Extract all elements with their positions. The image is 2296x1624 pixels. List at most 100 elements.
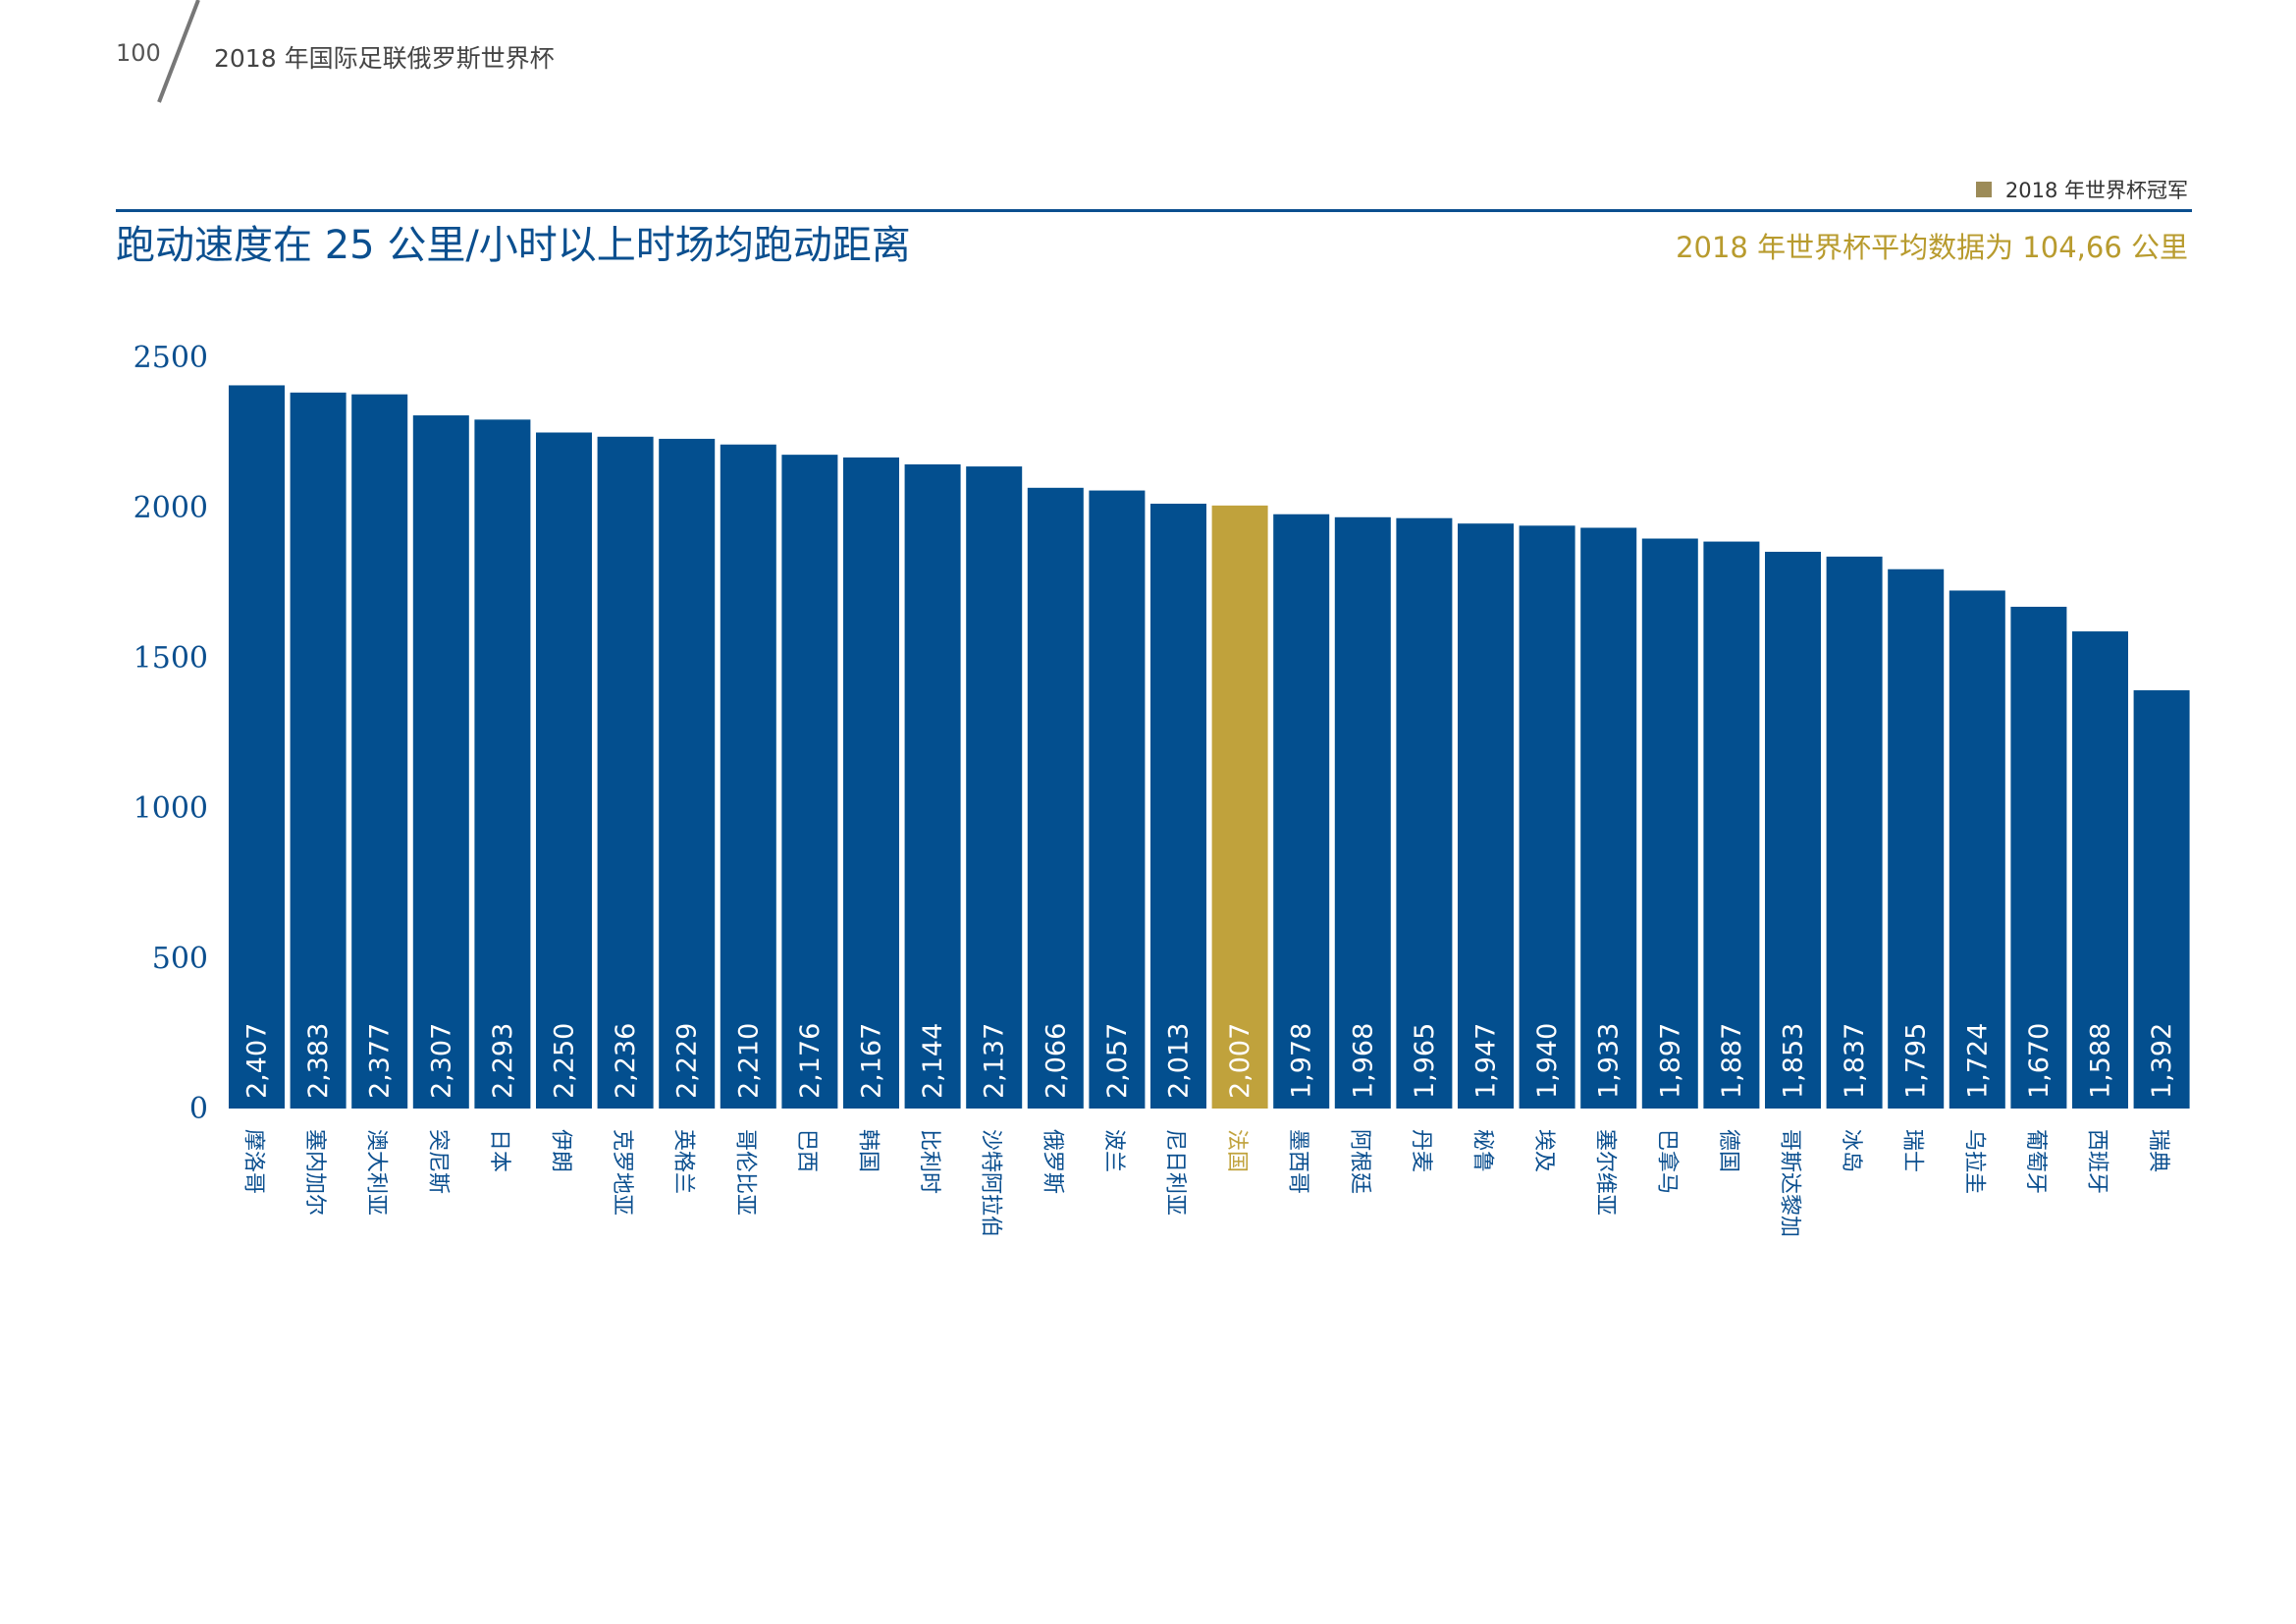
bar [474,419,531,1109]
bar-value-label: 2,407 [242,1023,273,1099]
y-tick-label: 2500 [133,341,208,375]
bar-value-label: 1,965 [1410,1023,1440,1099]
bar-highlight [1211,505,1268,1109]
bar-value-label: 2,236 [611,1023,641,1099]
bar [1089,490,1146,1110]
x-category-label: 巴拿马 [1654,1129,1680,1194]
bar [1826,556,1883,1109]
x-category-label: 瑞士 [1900,1129,1925,1172]
page-number: 100 [116,39,161,67]
y-tick-label: 1500 [133,641,208,676]
bar [1027,487,1084,1110]
y-tick-label: 0 [189,1092,208,1126]
bar [1703,541,1760,1109]
bar [412,415,469,1110]
bar [904,463,961,1109]
bar [1765,551,1821,1109]
bar [1458,523,1514,1109]
bar-value-label: 1,897 [1655,1023,1685,1099]
x-category-label: 塞内加尔 [302,1129,327,1216]
bar [843,457,899,1109]
x-category-label: 英格兰 [671,1129,696,1194]
bar-value-label: 1,978 [1287,1023,1317,1099]
bar-value-label: 1,887 [1717,1023,1747,1099]
x-category-label: 埃及 [1531,1129,1556,1172]
bar-value-label: 1,933 [1594,1023,1625,1099]
x-category-label: 丹麦 [1409,1129,1433,1172]
x-category-label: 摩洛哥 [241,1129,266,1194]
bar [1580,527,1637,1109]
x-category-label: 突尼斯 [425,1129,450,1194]
bar-value-label: 2,013 [1164,1023,1195,1099]
x-category-label: 巴西 [794,1129,819,1172]
x-category-label: 墨西哥 [1286,1129,1310,1194]
bar-value-label: 1,724 [1962,1023,1993,1099]
bar-value-label: 2,167 [857,1023,887,1099]
bar [1334,516,1391,1109]
bar-value-label: 2,293 [488,1023,518,1099]
x-category-label: 冰岛 [1839,1129,1863,1172]
bar [1396,517,1453,1109]
bar-value-label: 1,795 [1901,1023,1932,1099]
bar-value-label: 1,670 [2024,1023,2055,1099]
bar-value-label: 2,176 [795,1023,826,1099]
x-category-label: 沙特阿拉伯 [979,1129,1003,1237]
bar [2133,690,2190,1109]
x-category-label: 秘鲁 [1470,1129,1495,1172]
bar [1949,590,2005,1109]
x-category-label: 乌拉圭 [1961,1129,1986,1194]
bar [781,455,838,1109]
x-category-label: 瑞典 [2146,1129,2170,1172]
bar-value-label: 1,940 [1532,1023,1563,1099]
x-category-label: 塞尔维亚 [1593,1129,1618,1216]
bar-value-label: 2,057 [1102,1023,1133,1099]
y-tick-label: 1000 [133,791,208,826]
bar-value-label: 2,007 [1225,1023,1255,1099]
x-category-label: 俄罗斯 [1040,1129,1064,1194]
document-title: 2018 年国际足联俄罗斯世界杯 [214,44,555,73]
x-category-label: 法国 [1224,1129,1249,1172]
x-category-label: 阿根廷 [1347,1129,1371,1194]
bar-value-label: 2,066 [1041,1023,1071,1099]
bar-value-label: 2,144 [918,1023,948,1099]
bar [966,466,1023,1109]
bar-value-label: 2,250 [550,1023,580,1099]
x-category-label: 日本 [487,1129,511,1172]
x-category-label: 哥斯达黎加 [1778,1129,1802,1237]
bar-value-label: 2,137 [980,1023,1010,1099]
bar [2010,606,2067,1109]
x-category-label: 韩国 [856,1129,881,1172]
legend-label: 2018 年世界杯冠军 [2004,179,2188,202]
bar-value-label: 2,383 [303,1023,334,1099]
legend-swatch [1975,182,1992,197]
header-slash [157,0,200,103]
chart-title: 跑动速度在 25 公里/小时以上时场均跑动距离 [116,223,911,268]
bar [1273,514,1330,1109]
y-tick-label: 500 [152,942,208,976]
x-category-label: 哥伦比亚 [732,1129,757,1216]
bar-value-label: 1,968 [1348,1023,1378,1099]
bar [536,432,592,1109]
legend: 2018 年世界杯冠军 [1975,175,2188,204]
bar-value-label: 2,210 [733,1023,764,1099]
x-category-label: 西班牙 [2085,1129,2109,1194]
bar [2072,631,2128,1109]
y-tick-label: 2000 [133,491,208,525]
x-category-label: 伊朗 [549,1129,573,1172]
x-category-label: 比利时 [917,1129,941,1194]
bar [1888,568,1945,1109]
bar [720,444,776,1109]
x-category-label: 波兰 [1101,1129,1126,1172]
x-category-label: 克罗地亚 [610,1129,634,1216]
bar-value-label: 2,377 [365,1023,396,1099]
bar [229,385,285,1109]
bar [1519,525,1575,1109]
bar-value-label: 1,392 [2147,1023,2177,1099]
bar-value-label: 1,853 [1779,1023,1809,1099]
bar [290,392,347,1109]
x-category-label: 葡萄牙 [2023,1129,2048,1194]
x-category-label: 澳大利亚 [364,1129,389,1216]
average-note: 2018 年世界杯平均数据为 104,66 公里 [1676,231,2188,264]
bar-value-label: 1,837 [1840,1023,1870,1099]
